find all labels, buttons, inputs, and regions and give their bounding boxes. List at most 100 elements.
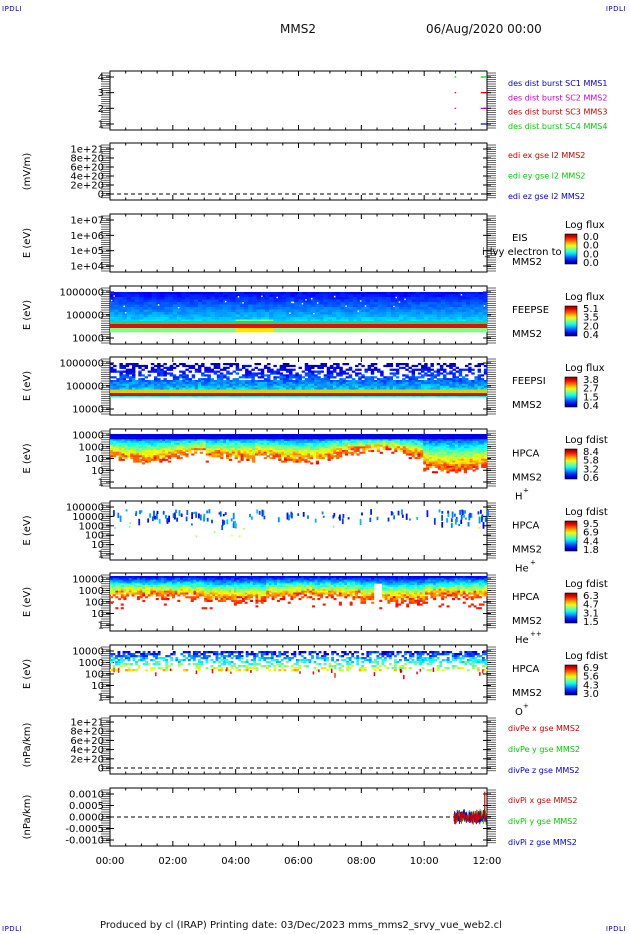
feepse-cell — [361, 319, 366, 323]
feepse-cell — [177, 294, 182, 298]
feepsi-cell — [273, 387, 277, 390]
feepsi-cell — [201, 387, 205, 390]
feepsi-cell — [245, 368, 249, 371]
feepsi-cell — [355, 387, 359, 390]
feepse-cell — [361, 304, 366, 308]
feepse-cell — [470, 312, 475, 315]
feepse-cell — [256, 294, 262, 298]
feepse-cell — [206, 327, 211, 330]
feepsi-cell — [373, 366, 378, 369]
feepse-cell — [449, 309, 454, 313]
feepsi-cell — [267, 370, 271, 373]
hpcah-cell — [211, 444, 215, 447]
feepsi-cell — [282, 374, 287, 377]
feepse-cell — [382, 302, 387, 305]
feepse-cell — [407, 312, 412, 315]
spacecraft-label: MMS2 — [512, 400, 542, 411]
feepsi-cell — [333, 366, 337, 369]
feepsi-cell — [483, 372, 488, 375]
feepsi-cell — [389, 372, 394, 375]
feepsi-cell — [411, 378, 416, 381]
feepsi-cell — [355, 395, 359, 398]
feepse-cell — [181, 299, 186, 303]
feepse-cell — [336, 304, 341, 308]
feepse-cell — [478, 314, 484, 318]
feepse-cell — [306, 307, 312, 310]
feepsi-cell — [474, 387, 478, 390]
feepsi-cell — [172, 387, 177, 390]
feepsi-cell — [147, 381, 152, 385]
feepsi-cell — [179, 380, 183, 383]
feepse-cell — [369, 314, 375, 318]
hpcah-cell — [182, 435, 186, 438]
hpcah-cell — [130, 437, 134, 440]
hpcah-cell — [124, 435, 128, 438]
feepse-cell — [172, 312, 178, 315]
feepse-cell — [239, 329, 245, 333]
hpcah-cell — [188, 437, 192, 440]
hpcah-cell — [176, 441, 180, 444]
hpcah-cell — [141, 435, 146, 438]
feepse-cell — [373, 299, 379, 303]
feepse-cell — [156, 294, 161, 298]
feepsi-cell — [458, 378, 463, 381]
hpcah-cell — [226, 435, 230, 438]
feepse-cell — [118, 327, 123, 330]
feepse-cell — [482, 292, 488, 295]
feepse-cell — [344, 319, 350, 323]
hpcah-cell — [159, 455, 163, 458]
hpcah-cell — [252, 439, 256, 442]
feepse-cell — [285, 294, 291, 298]
feepsi-cell — [153, 370, 158, 373]
feepse-cell — [239, 317, 245, 320]
feepse-cell — [210, 319, 216, 323]
hpcah-cell — [263, 435, 267, 438]
feepsi-cell — [477, 383, 482, 386]
feepse-cell — [294, 317, 299, 320]
feepse-cell — [185, 294, 190, 298]
feepsi-cell — [405, 376, 409, 379]
feepsi-cell — [185, 395, 189, 398]
feepse-cell — [482, 307, 488, 310]
feepsi-cell — [122, 387, 127, 390]
feepse-cell — [399, 302, 404, 305]
feepse-cell — [327, 307, 333, 310]
hpcah-cell — [165, 437, 169, 440]
panel-frame — [109, 715, 488, 775]
hpcah-cell — [255, 442, 259, 445]
feepsi-cell — [166, 385, 170, 388]
feepsi-cell — [449, 380, 453, 383]
hpcah-cell — [185, 441, 189, 444]
feepse-cell — [135, 314, 140, 318]
feepsi-cell — [131, 395, 136, 398]
feepsi-cell — [188, 378, 192, 381]
feepse-cell — [264, 319, 270, 323]
feepse-cell — [160, 319, 165, 323]
feepse-cell — [193, 309, 199, 313]
feepsi-cell — [424, 387, 428, 390]
feepse-cell — [394, 292, 400, 295]
feepsi-cell — [483, 385, 488, 388]
feepse-cell — [357, 317, 362, 320]
feepse-cell — [164, 312, 169, 315]
feepse-speck — [301, 302, 304, 305]
feepse-cell — [453, 302, 458, 305]
hpcah-cell — [278, 442, 282, 445]
feepsi-cell — [128, 383, 133, 386]
hpcah-cell — [237, 435, 241, 438]
feepsi-cell — [304, 385, 309, 388]
spacecraft-label: MMS2 — [512, 257, 542, 268]
feepsi-cell — [191, 364, 196, 368]
feepsi-cell — [468, 385, 472, 388]
hpcah-cell — [228, 458, 233, 461]
feepsi-cell — [392, 368, 397, 371]
feepse-cell — [332, 307, 337, 310]
y-tick-label: 6e+20 — [70, 736, 104, 747]
y-tick-label: -0.0010 — [65, 836, 104, 847]
hpcah-cell — [278, 446, 282, 449]
feepsi-cell — [163, 366, 167, 369]
feepse-cell — [424, 307, 429, 310]
feepse-cell — [474, 317, 479, 320]
feepse-cell — [285, 309, 291, 313]
feepse-cell — [110, 309, 115, 313]
